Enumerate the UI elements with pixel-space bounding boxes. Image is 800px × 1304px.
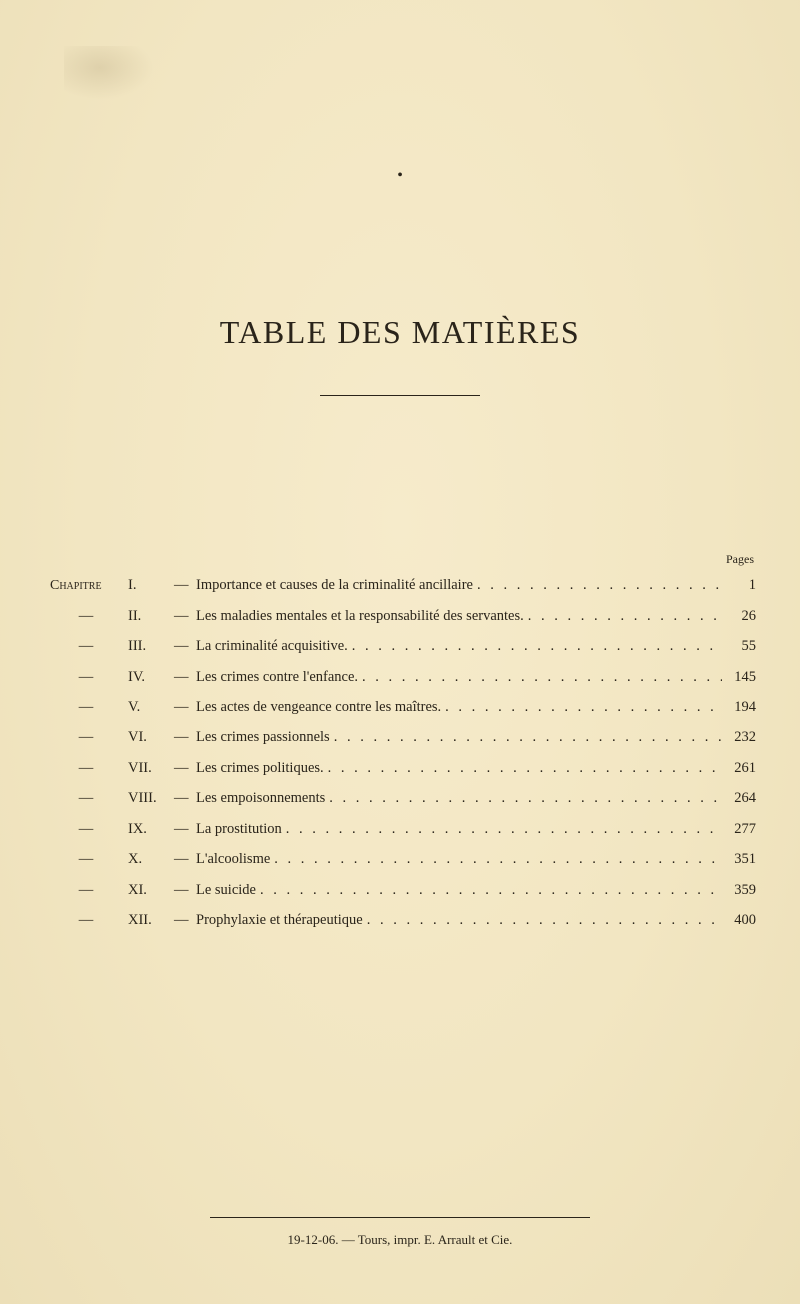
page-stain <box>64 46 154 100</box>
chapter-number: VII. <box>128 753 174 783</box>
page-number: 261 <box>722 753 756 783</box>
page: • TABLE DES MATIÈRES Pages Chapitre I. —… <box>0 0 800 1304</box>
chapter-number: I. <box>128 570 174 600</box>
page-number: 264 <box>722 783 756 813</box>
chapter-description: Les actes de vengeance contre les maître… <box>196 692 441 722</box>
chapter-number: VI. <box>128 722 174 752</box>
page-number: 400 <box>722 905 756 935</box>
toc-row: — X. — L'alcoolisme 351 <box>50 844 756 874</box>
dash: — <box>174 722 196 752</box>
chapter-description: Le suicide <box>196 875 256 905</box>
dot-leader <box>330 722 722 752</box>
footer-rule <box>210 1217 590 1218</box>
chapter-label: Chapitre <box>50 571 128 600</box>
ditto-mark: — <box>50 692 128 722</box>
dash: — <box>174 662 196 692</box>
dot-leader <box>441 692 722 722</box>
dot-leader <box>348 631 722 661</box>
page-number: 26 <box>722 601 756 631</box>
chapter-number: III. <box>128 631 174 661</box>
chapter-description: Les crimes passionnels <box>196 722 330 752</box>
chapter-description: Prophylaxie et thérapeutique <box>196 905 363 935</box>
ditto-mark: — <box>50 905 128 935</box>
ditto-mark: — <box>50 601 128 631</box>
chapter-description: L'alcoolisme <box>196 844 270 874</box>
dot-leader <box>524 601 722 631</box>
ditto-mark: — <box>50 783 128 813</box>
chapter-number: IV. <box>128 662 174 692</box>
dot-leader <box>270 844 722 874</box>
chapter-description: Les crimes contre l'enfance. <box>196 662 358 692</box>
dash: — <box>174 905 196 935</box>
dot-leader <box>324 753 722 783</box>
dot-leader <box>282 814 722 844</box>
dash: — <box>174 844 196 874</box>
page-number: 232 <box>722 722 756 752</box>
chapter-number: IX. <box>128 814 174 844</box>
typographic-dot: • <box>397 168 403 184</box>
table-of-contents: Pages Chapitre I. — Importance et causes… <box>50 547 756 935</box>
ditto-mark: — <box>50 814 128 844</box>
dot-leader <box>473 570 722 600</box>
page-number: 277 <box>722 814 756 844</box>
chapter-number: II. <box>128 601 174 631</box>
toc-row: — XII. — Prophylaxie et thérapeutique 40… <box>50 905 756 935</box>
toc-row: — VII. — Les crimes politiques. 261 <box>50 753 756 783</box>
dash: — <box>174 875 196 905</box>
toc-row: — XI. — Le suicide 359 <box>50 875 756 905</box>
dot-leader <box>256 875 722 905</box>
toc-row: Chapitre I. — Importance et causes de la… <box>50 570 756 600</box>
page-number: 145 <box>722 662 756 692</box>
chapter-description: La prostitution <box>196 814 282 844</box>
chapter-number: VIII. <box>128 783 174 813</box>
ditto-mark: — <box>50 875 128 905</box>
dash: — <box>174 753 196 783</box>
page-number: 359 <box>722 875 756 905</box>
toc-row: — II. — Les maladies mentales et la resp… <box>50 601 756 631</box>
page-number: 351 <box>722 844 756 874</box>
ditto-mark: — <box>50 844 128 874</box>
page-title: TABLE DES MATIÈRES <box>0 314 800 351</box>
ditto-mark: — <box>50 722 128 752</box>
chapter-number: XII. <box>128 905 174 935</box>
chapter-description: Importance et causes de la criminalité a… <box>196 570 473 600</box>
dot-leader <box>325 783 722 813</box>
ditto-mark: — <box>50 631 128 661</box>
dash: — <box>174 692 196 722</box>
ditto-mark: — <box>50 662 128 692</box>
page-number: 55 <box>722 631 756 661</box>
imprint-footer: 19-12-06. — Tours, impr. E. Arrault et C… <box>0 1232 800 1248</box>
dash: — <box>174 814 196 844</box>
chapter-description: Les empoisonnements <box>196 783 325 813</box>
toc-row: — III. — La criminalité acquisitive. 55 <box>50 631 756 661</box>
toc-row: — VI. — Les crimes passionnels 232 <box>50 722 756 752</box>
page-number: 1 <box>722 570 756 600</box>
dash: — <box>174 631 196 661</box>
page-number: 194 <box>722 692 756 722</box>
ditto-mark: — <box>50 753 128 783</box>
toc-row: — IX. — La prostitution 277 <box>50 814 756 844</box>
chapter-number: XI. <box>128 875 174 905</box>
pages-column-header: Pages <box>50 547 756 572</box>
title-rule <box>320 395 480 396</box>
chapter-description: Les maladies mentales et la responsabili… <box>196 601 524 631</box>
chapter-description: La criminalité acquisitive. <box>196 631 348 661</box>
dash: — <box>174 783 196 813</box>
dash: — <box>174 570 196 600</box>
dot-leader <box>358 662 722 692</box>
chapter-number: V. <box>128 692 174 722</box>
dash: — <box>174 601 196 631</box>
chapter-number: X. <box>128 844 174 874</box>
chapter-description: Les crimes politiques. <box>196 753 324 783</box>
toc-row: — VIII. — Les empoisonnements 264 <box>50 783 756 813</box>
dot-leader <box>363 905 722 935</box>
toc-row: — V. — Les actes de vengeance contre les… <box>50 692 756 722</box>
toc-row: — IV. — Les crimes contre l'enfance. 145 <box>50 662 756 692</box>
